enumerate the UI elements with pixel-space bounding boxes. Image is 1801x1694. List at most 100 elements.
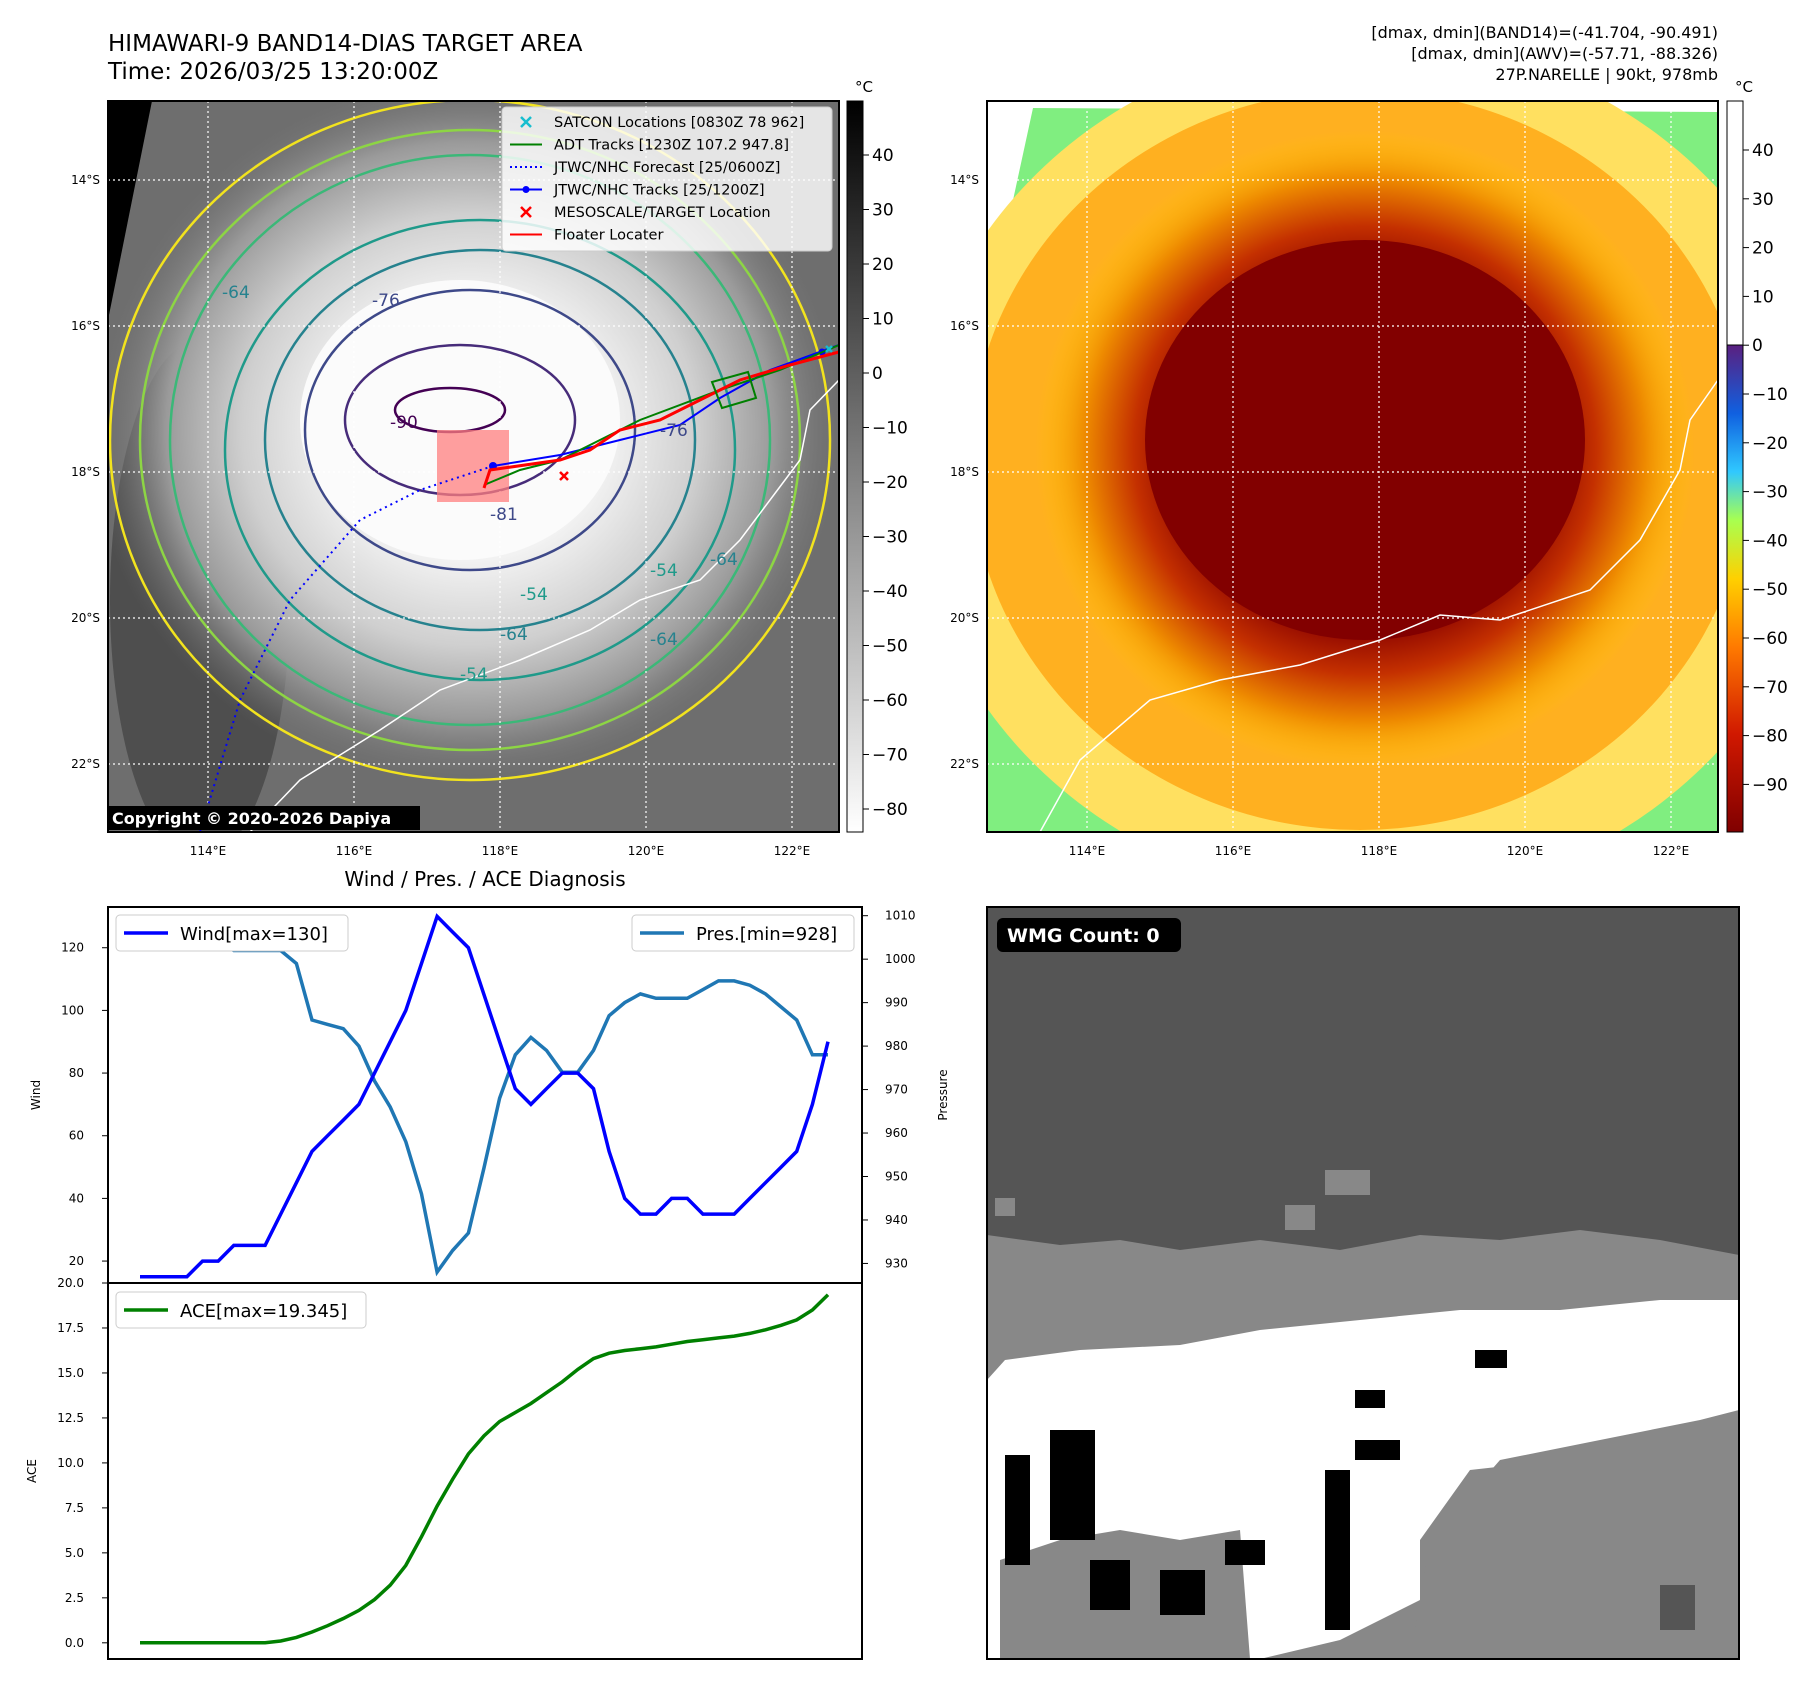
- wmg-black-patch: [1225, 1540, 1265, 1565]
- wind-axis-ticks: 20 40 60 80 100 120: [61, 941, 108, 1268]
- lon-label: 114°E: [190, 844, 227, 858]
- pressure-tick-label: 1010: [885, 909, 916, 923]
- legend-item: SATCON Locations [0830Z 78 962]: [520, 115, 804, 131]
- legend-item: JTWC/NHC Forecast [25/0600Z]: [510, 160, 780, 176]
- legend-label: ADT Tracks [1230Z 107.2 947.8]: [554, 138, 789, 154]
- colorbar-tick-label: −90: [1752, 775, 1788, 795]
- lat-label: 22°S: [71, 757, 100, 771]
- lat-label: 16°S: [950, 319, 979, 333]
- pressure-axis-ticks: 930 940 950 960 970 980 990 1000 1010: [862, 909, 916, 1270]
- lon-label: 120°E: [628, 844, 665, 858]
- legend-label: Floater Locater: [554, 228, 663, 244]
- ace-axis-ticks: 0.0 2.5 5.0 7.5 10.0 12.5 15.0 17.5 20.0: [57, 1276, 108, 1650]
- wmg-black-patch: [1005, 1455, 1030, 1565]
- wmg-black-patch: [1160, 1570, 1205, 1615]
- pressure-legend: Pres.[min=928]: [631, 914, 855, 952]
- wind-axis-label: Wind: [29, 1080, 43, 1110]
- pressure-tick-label: 940: [885, 1213, 908, 1227]
- lat-label: 18°S: [950, 465, 979, 479]
- ir-map-cdo: [300, 280, 620, 560]
- lon-label: 116°E: [1215, 844, 1252, 858]
- legend-swatch: [520, 206, 532, 218]
- lon-label: 120°E: [1507, 844, 1544, 858]
- info-line-storm: 27P.NARELLE | 90kt, 978mb: [1495, 65, 1718, 84]
- colorbar-awv-negative: [1726, 344, 1744, 833]
- lon-label: 116°E: [336, 844, 373, 858]
- map-legend: SATCON Locations [0830Z 78 962] ADT Track…: [501, 106, 833, 252]
- colorbar-tick-label: −30: [872, 528, 908, 548]
- pressure-legend-label: Pres.[min=928]: [696, 924, 837, 945]
- awv-map-gridlines: [987, 101, 1718, 832]
- ace-legend-box: [115, 1291, 367, 1329]
- colorbar-tick-label: −20: [872, 473, 908, 493]
- ace-series-line: [140, 1293, 830, 1645]
- ir-map-frame: [107, 100, 840, 833]
- ace-tick-label: 5.0: [65, 1546, 84, 1560]
- mesoscale-location-marker: [559, 471, 569, 481]
- colorbar-tick-label: 20: [872, 255, 894, 275]
- ace-tick-label: 12.5: [57, 1411, 84, 1425]
- lon-label: 118°E: [482, 844, 519, 858]
- wind-tick-label: 20: [69, 1254, 84, 1268]
- colorbar-tick-label: −40: [1752, 531, 1788, 551]
- ace-tick-label: 10.0: [57, 1456, 84, 1470]
- legend-box: [501, 106, 833, 252]
- legend-item: JTWC/NHC Tracks [25/1200Z]: [510, 183, 765, 199]
- colorbar-tick-label: 0: [1752, 336, 1763, 356]
- wmg-black-patch: [1355, 1440, 1400, 1460]
- lat-label: 22°S: [950, 757, 979, 771]
- pressure-tick-label: 960: [885, 1126, 908, 1140]
- map-title-line2: Time: 2026/03/25 13:20:00Z: [107, 59, 438, 85]
- colorbar-awv-unit: °C: [1735, 78, 1753, 96]
- wind-legend-label: Wind[max=130]: [180, 924, 328, 945]
- legend-label: JTWC/NHC Forecast [25/0600Z]: [553, 160, 780, 176]
- contour-label: -64: [710, 550, 738, 570]
- ace-legend: ACE[max=19.345]: [115, 1291, 367, 1329]
- pressure-tick-label: 930: [885, 1256, 908, 1270]
- wind-legend-box: [115, 914, 349, 952]
- wmg-gray-patch: [1285, 1205, 1315, 1230]
- legend-item: MESOSCALE/TARGET Location: [520, 205, 771, 221]
- legend-item: Floater Locater: [510, 228, 663, 244]
- colorbar-tick-label: 30: [872, 201, 894, 221]
- ace-legend-label: ACE[max=19.345]: [180, 1301, 347, 1322]
- copyright-badge: [108, 806, 420, 830]
- wmg-black-patch: [1475, 1350, 1507, 1368]
- contour-label: -90: [390, 413, 418, 433]
- wind-tick-label: 120: [61, 941, 84, 955]
- pressure-axis-label: Pressure: [936, 1069, 950, 1120]
- colorbar-tick-label: −30: [1752, 483, 1788, 503]
- wmg-count-label: WMG Count: 0: [1007, 925, 1160, 947]
- wmg-black-patch: [1090, 1560, 1130, 1610]
- awv-map-frame: [986, 100, 1719, 833]
- wind-pres-frame: [107, 906, 863, 1284]
- legend-label: MESOSCALE/TARGET Location: [554, 205, 771, 221]
- wmg-frame: [986, 906, 1740, 1660]
- copyright-text: Copyright © 2020-2026 Dapiya: [112, 809, 391, 828]
- ace-frame: [107, 1282, 863, 1660]
- lat-label: 14°S: [71, 173, 100, 187]
- contour-label: -64: [222, 283, 250, 303]
- legend-item: ADT Tracks [1230Z 107.2 947.8]: [510, 138, 789, 154]
- wind-series-line: [140, 913, 830, 1279]
- wmg-dark-patch: [1660, 1585, 1695, 1630]
- contour-label: -64: [500, 625, 528, 645]
- colorbar-awv-positive: [1726, 100, 1744, 346]
- colorbar-tick-label: −70: [1752, 678, 1788, 698]
- ir-map-coastline: [249, 379, 839, 832]
- lat-label: 20°S: [71, 611, 100, 625]
- ace-tick-label: 17.5: [57, 1321, 84, 1335]
- adt-track-box: [710, 370, 758, 410]
- wind-tick-label: 60: [69, 1129, 84, 1143]
- colorbar-tick-label: −10: [872, 419, 908, 439]
- legend-label: SATCON Locations [0830Z 78 962]: [554, 115, 804, 131]
- colorbar-tick-label: 40: [872, 146, 894, 166]
- colorbar-ir: [846, 100, 864, 833]
- colorbar-awv-ticks: 40 30 20 10 0 −10 −20 −30 −40 −50 −60 −70 −80 −90: [1743, 141, 1788, 795]
- wmg-lower-gray-region: [1410, 1410, 1739, 1659]
- lat-label: 20°S: [950, 611, 979, 625]
- lat-label: 18°S: [71, 465, 100, 479]
- contour-label: -81: [490, 505, 518, 525]
- lon-label: 114°E: [1069, 844, 1106, 858]
